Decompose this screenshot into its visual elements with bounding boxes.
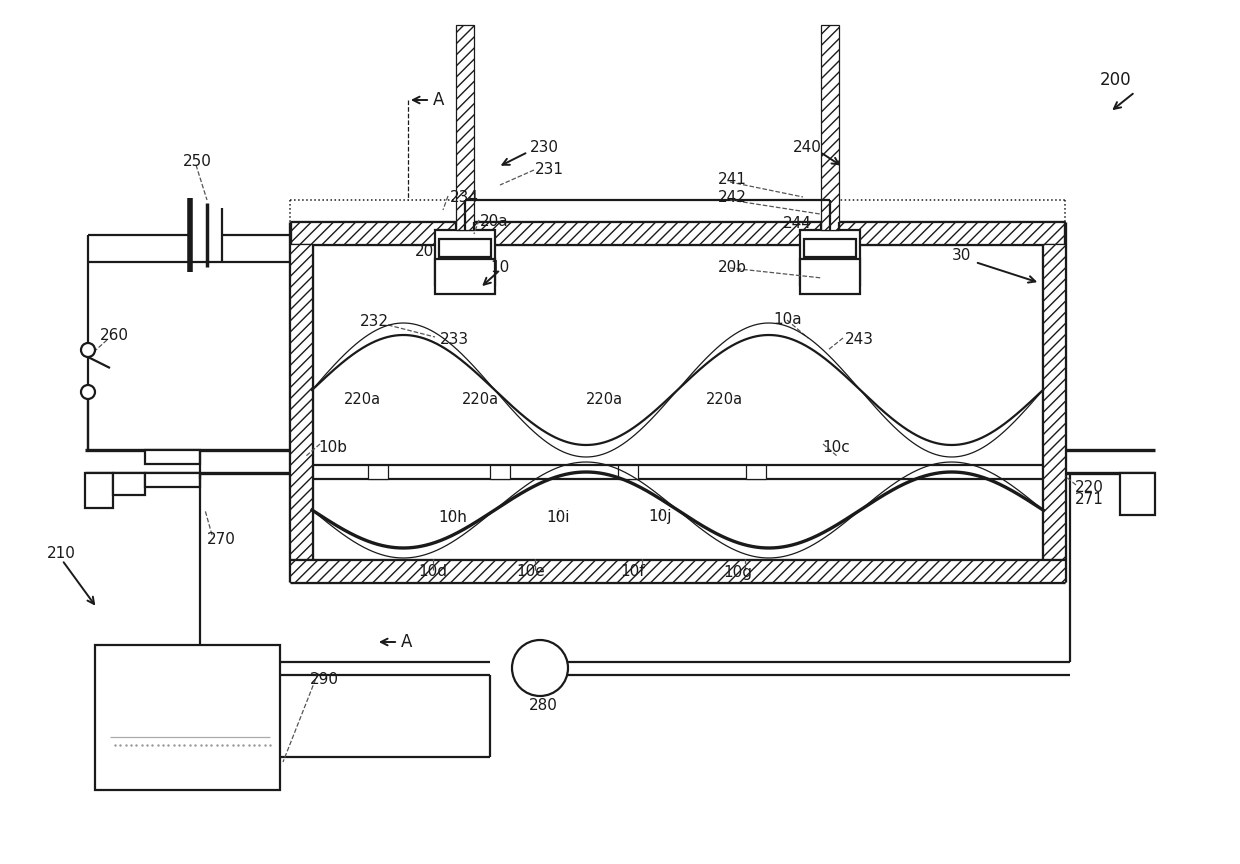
Bar bbox=[746, 465, 766, 479]
Text: 232: 232 bbox=[360, 314, 389, 329]
Text: 270: 270 bbox=[207, 532, 236, 548]
Text: 230: 230 bbox=[529, 141, 559, 156]
Text: 271: 271 bbox=[1075, 492, 1104, 507]
Text: 241: 241 bbox=[718, 173, 746, 187]
Text: 240: 240 bbox=[794, 141, 822, 156]
Text: 20a: 20a bbox=[480, 214, 508, 230]
Bar bbox=[439, 262, 491, 280]
Bar bbox=[453, 253, 477, 269]
Bar bbox=[290, 560, 1065, 582]
Text: 220a: 220a bbox=[463, 392, 500, 408]
Text: 200: 200 bbox=[1100, 71, 1132, 89]
Bar bbox=[1043, 244, 1065, 560]
Text: 242: 242 bbox=[718, 190, 746, 206]
Text: 234: 234 bbox=[450, 190, 479, 206]
Text: 243: 243 bbox=[844, 333, 874, 347]
Bar bbox=[800, 259, 861, 294]
Text: 220a: 220a bbox=[706, 392, 743, 408]
Text: 10c: 10c bbox=[822, 440, 849, 454]
Text: P: P bbox=[534, 658, 546, 677]
Bar bbox=[86, 473, 113, 508]
Text: 280: 280 bbox=[528, 698, 558, 714]
Circle shape bbox=[512, 640, 568, 696]
Text: A: A bbox=[433, 91, 444, 109]
Text: 10h: 10h bbox=[438, 510, 467, 524]
Bar bbox=[113, 473, 145, 495]
Bar bbox=[95, 645, 280, 790]
Bar bbox=[800, 230, 861, 285]
Text: 20b: 20b bbox=[718, 259, 746, 275]
Bar bbox=[804, 239, 856, 257]
Bar bbox=[145, 473, 200, 487]
Text: 290: 290 bbox=[310, 672, 339, 688]
Text: 250: 250 bbox=[184, 155, 212, 169]
Text: 260: 260 bbox=[100, 327, 129, 342]
Text: 10e: 10e bbox=[516, 564, 544, 580]
Text: A: A bbox=[401, 633, 413, 651]
Bar bbox=[435, 230, 495, 285]
Bar bbox=[439, 239, 491, 257]
Text: 220: 220 bbox=[1075, 480, 1104, 494]
Bar bbox=[821, 25, 839, 230]
Circle shape bbox=[81, 385, 95, 399]
Text: 231: 231 bbox=[534, 162, 564, 177]
Text: 10: 10 bbox=[490, 261, 510, 276]
Text: 30: 30 bbox=[952, 249, 971, 264]
Text: 233: 233 bbox=[440, 333, 469, 347]
Text: 10j: 10j bbox=[649, 510, 672, 524]
Text: 10i: 10i bbox=[546, 510, 569, 524]
Text: 210: 210 bbox=[47, 545, 76, 561]
Text: 10a: 10a bbox=[773, 313, 801, 327]
Bar bbox=[290, 244, 312, 560]
Bar bbox=[1120, 473, 1154, 515]
Text: 10b: 10b bbox=[317, 440, 347, 454]
Bar bbox=[818, 253, 842, 269]
Text: 220a: 220a bbox=[587, 392, 624, 408]
Bar bbox=[435, 259, 495, 294]
Text: 220a: 220a bbox=[343, 392, 381, 408]
Bar bbox=[456, 25, 474, 230]
Text: 244: 244 bbox=[782, 215, 812, 231]
Bar bbox=[618, 465, 639, 479]
Circle shape bbox=[81, 343, 95, 357]
Text: 10f: 10f bbox=[620, 564, 645, 580]
Bar bbox=[804, 262, 856, 280]
Bar bbox=[290, 222, 1065, 244]
Bar bbox=[145, 450, 200, 464]
Bar bbox=[368, 465, 388, 479]
Text: 10g: 10g bbox=[723, 564, 751, 580]
Bar bbox=[490, 465, 510, 479]
Text: 20: 20 bbox=[415, 245, 434, 259]
Text: 10d: 10d bbox=[418, 564, 446, 580]
